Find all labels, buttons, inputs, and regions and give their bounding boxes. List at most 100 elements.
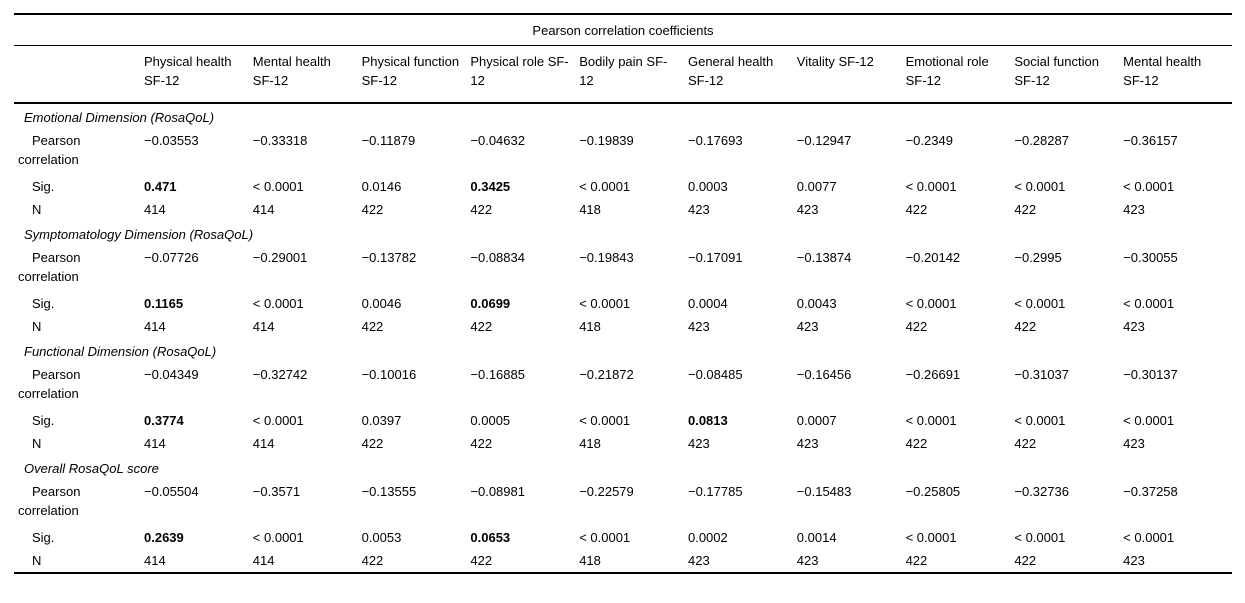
value-cell: 418 xyxy=(579,202,601,217)
value-cell: 0.0003 xyxy=(687,179,728,194)
group-header-label: Emotional Dimension (RosaQoL) xyxy=(24,110,215,125)
value-cell: 0.0004 xyxy=(687,296,728,311)
value-cell: −0.31037 xyxy=(1014,367,1069,382)
n-row: N 414 414 422 422 418 423 423 422 422 423 xyxy=(14,432,1232,455)
value-cell: −0.12947 xyxy=(796,133,852,148)
value-cell: −0.30055 xyxy=(1123,250,1178,265)
value-cell: −0.04349 xyxy=(144,367,199,382)
value-cell: 414 xyxy=(252,436,275,451)
value-cell: 423 xyxy=(796,319,819,334)
value-cell: 0.2639 xyxy=(144,530,184,545)
value-cell: −0.08981 xyxy=(470,484,525,499)
value-cell: 423 xyxy=(1123,319,1145,334)
value-cell: < 0.0001 xyxy=(905,413,957,428)
value-cell: 422 xyxy=(361,553,384,568)
value-cell: 422 xyxy=(1014,319,1037,334)
column-header: Physical health SF-12 xyxy=(144,46,253,104)
value-cell: < 0.0001 xyxy=(905,296,957,311)
row-label: N xyxy=(32,436,42,451)
group-header-label: Symptomatology Dimension (RosaQoL) xyxy=(24,227,254,242)
value-cell: < 0.0001 xyxy=(252,179,304,194)
sig-row: Sig. 0.1165 < 0.0001 0.0046 0.0699 < 0.0001 0.… xyxy=(14,288,1232,315)
value-cell: 414 xyxy=(144,319,166,334)
value-cell: < 0.0001 xyxy=(1123,413,1175,428)
value-cell: −0.13874 xyxy=(796,250,852,265)
value-cell: −0.17785 xyxy=(687,484,743,499)
column-header: Vitality SF-12 xyxy=(796,46,906,104)
n-row: N 414 414 422 422 418 423 423 422 422 423 xyxy=(14,549,1232,572)
value-cell: 418 xyxy=(579,319,601,334)
value-cell: < 0.0001 xyxy=(579,179,631,194)
value-cell: −0.10016 xyxy=(361,367,417,382)
value-cell: −0.17693 xyxy=(687,133,743,148)
value-cell: −0.19839 xyxy=(579,133,634,148)
value-cell: 414 xyxy=(252,319,275,334)
value-cell: 422 xyxy=(470,202,493,217)
column-header-row: Physical health SF-12 Mental health SF-12… xyxy=(14,46,1232,104)
value-cell: −0.11879 xyxy=(361,133,416,148)
value-cell: −0.22579 xyxy=(579,484,634,499)
value-cell: −0.3571 xyxy=(252,484,301,499)
value-cell: 414 xyxy=(252,202,275,217)
value-cell: 414 xyxy=(144,553,166,568)
n-row: N 414 414 422 422 418 423 423 422 422 423 xyxy=(14,315,1232,338)
value-cell: 422 xyxy=(1014,553,1037,568)
value-cell: 0.1165 xyxy=(144,296,184,311)
value-cell: 0.0005 xyxy=(470,413,511,428)
column-header: Mental health SF-12 xyxy=(1123,46,1232,104)
group-header-row: Symptomatology Dimension (RosaQoL) xyxy=(14,221,1232,246)
value-cell: 422 xyxy=(361,202,384,217)
value-cell: 422 xyxy=(361,319,384,334)
row-label: Pearson correlation xyxy=(18,367,81,401)
row-label: Pearson correlation xyxy=(18,250,81,284)
value-cell: 0.0007 xyxy=(796,413,837,428)
value-cell: 422 xyxy=(470,436,493,451)
sig-row: Sig. 0.2639 < 0.0001 0.0053 0.0653 < 0.0001 0.… xyxy=(14,522,1232,549)
value-cell: 423 xyxy=(796,436,819,451)
value-cell: −0.32736 xyxy=(1014,484,1069,499)
value-cell: −0.28287 xyxy=(1014,133,1069,148)
value-cell: < 0.0001 xyxy=(252,530,304,545)
column-header: Bodily pain SF-12 xyxy=(579,46,688,104)
value-cell: 0.471 xyxy=(144,179,177,194)
value-cell: 0.0002 xyxy=(687,530,728,545)
value-cell: < 0.0001 xyxy=(1123,179,1175,194)
value-cell: −0.13782 xyxy=(361,250,417,265)
value-cell: 418 xyxy=(579,553,601,568)
value-cell: 422 xyxy=(905,319,928,334)
value-cell: 0.3774 xyxy=(144,413,184,428)
value-cell: −0.29001 xyxy=(252,250,308,265)
value-cell: 423 xyxy=(687,202,710,217)
value-cell: −0.2349 xyxy=(905,133,953,148)
value-cell: −0.20142 xyxy=(905,250,961,265)
value-cell: 414 xyxy=(144,436,166,451)
value-cell: 0.0146 xyxy=(361,179,402,194)
stub-header-cell xyxy=(14,46,144,104)
value-cell: 0.0014 xyxy=(796,530,837,545)
value-cell: < 0.0001 xyxy=(579,530,631,545)
value-cell: 418 xyxy=(579,436,601,451)
group-header-label: Functional Dimension (RosaQoL) xyxy=(24,344,217,359)
value-cell: −0.30137 xyxy=(1123,367,1178,382)
value-cell: 423 xyxy=(796,553,819,568)
pearson-row: Pearson correlation −0.05504 −0.3571 −0.135… xyxy=(14,480,1232,522)
column-header: Mental health SF-12 xyxy=(252,46,362,104)
column-header: General health SF-12 xyxy=(687,46,797,104)
row-label: N xyxy=(32,319,42,334)
value-cell: 0.0053 xyxy=(361,530,402,545)
value-cell: −0.17091 xyxy=(687,250,743,265)
sig-row: Sig. 0.3774 < 0.0001 0.0397 0.0005 < 0.0001 0.… xyxy=(14,405,1232,432)
value-cell: 422 xyxy=(905,436,928,451)
value-cell: −0.21872 xyxy=(579,367,634,382)
row-label: N xyxy=(32,553,42,568)
value-cell: < 0.0001 xyxy=(1123,530,1175,545)
value-cell: −0.15483 xyxy=(796,484,852,499)
column-header: Emotional role SF-12 xyxy=(905,46,1015,104)
value-cell: < 0.0001 xyxy=(905,179,957,194)
value-cell: −0.16456 xyxy=(796,367,852,382)
value-cell: 414 xyxy=(144,202,166,217)
correlation-table-grid: Physical health SF-12 Mental health SF-12… xyxy=(14,46,1232,572)
value-cell: 422 xyxy=(470,553,493,568)
correlation-table: Pearson correlation coefficients Physica… xyxy=(14,13,1232,574)
value-cell: −0.07726 xyxy=(144,250,199,265)
